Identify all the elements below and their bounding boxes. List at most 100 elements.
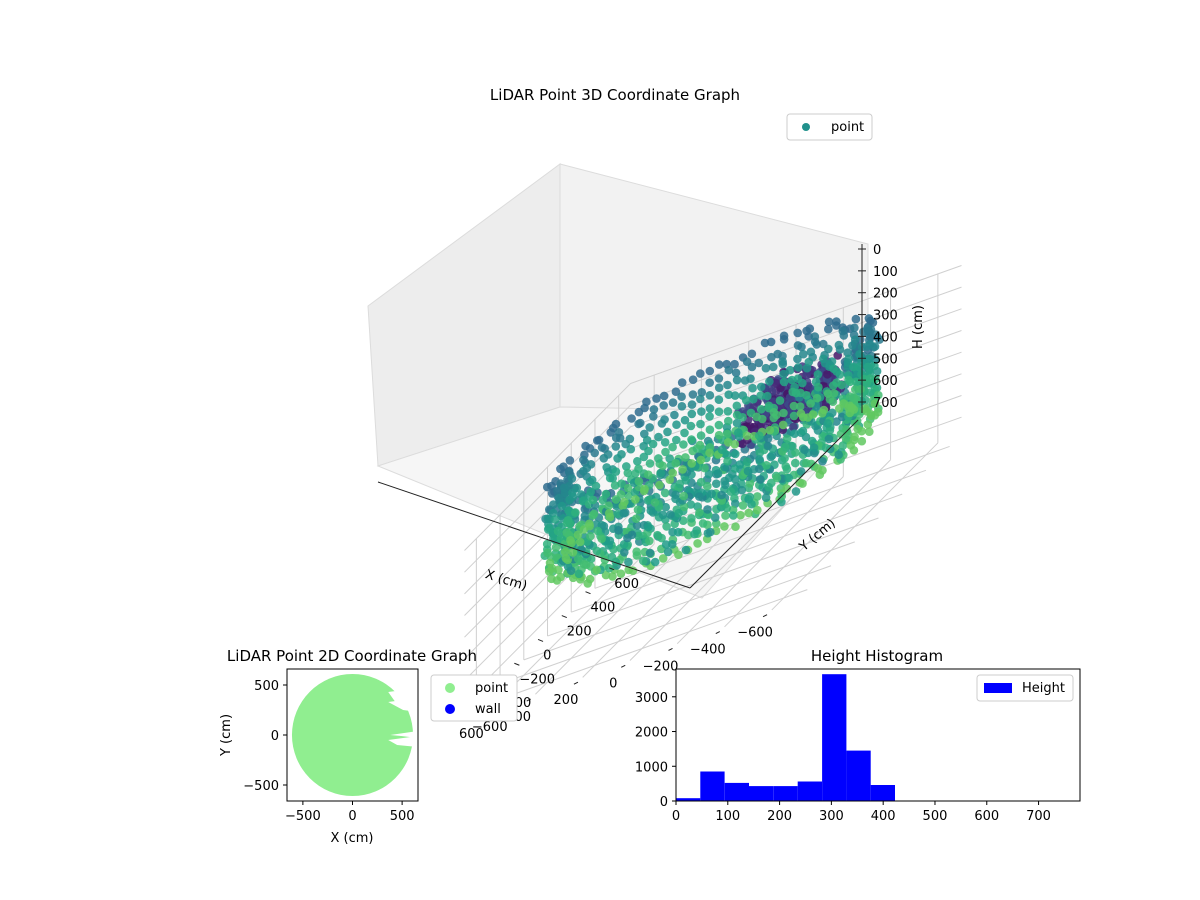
z-tick-3d: 300 xyxy=(873,309,898,324)
histogram-bar xyxy=(724,782,749,801)
point-3d xyxy=(634,477,644,486)
point-3d xyxy=(697,407,706,416)
legend-3d-frame xyxy=(786,113,873,141)
point-3d xyxy=(730,439,740,449)
point-3d xyxy=(597,443,607,452)
y-tick-3d: 600 xyxy=(614,577,639,592)
point-3d xyxy=(747,349,757,359)
point-3d xyxy=(731,522,740,531)
point-3d xyxy=(612,501,621,511)
point-3d xyxy=(802,326,811,336)
point-3d xyxy=(720,522,729,531)
point-3d xyxy=(755,455,764,464)
point-3d xyxy=(668,442,677,452)
point-3d xyxy=(668,468,677,478)
point-3d xyxy=(864,314,874,323)
point-3d xyxy=(633,457,642,466)
point-3d xyxy=(723,456,732,466)
point-3d xyxy=(724,416,733,426)
point-3d xyxy=(564,506,573,515)
point-3d xyxy=(661,502,670,512)
point-3d xyxy=(772,473,782,483)
point-3d xyxy=(560,547,570,557)
point-3d xyxy=(829,364,838,374)
point-3d xyxy=(551,543,561,552)
chart-histogram: Height Histogram 0 100 200 300 400 500 600 7000… xyxy=(635,647,1081,824)
point-3d xyxy=(791,487,801,496)
grid-3d xyxy=(464,265,962,712)
point-3d xyxy=(645,423,654,432)
point-3d xyxy=(620,548,629,557)
point-3d xyxy=(655,480,664,490)
point-3d xyxy=(657,533,666,543)
point-3d xyxy=(756,382,766,392)
point-3d xyxy=(705,378,714,388)
point-3d xyxy=(721,511,730,520)
point-3d xyxy=(823,419,833,428)
point-3d xyxy=(873,407,883,417)
point-3d xyxy=(713,469,723,478)
point-3d xyxy=(788,387,797,397)
histogram-title: Height Histogram xyxy=(811,647,943,665)
point-3d xyxy=(631,495,640,504)
point-3d xyxy=(764,482,773,492)
point-3d xyxy=(616,569,626,578)
point-3d xyxy=(659,401,668,410)
point-3d xyxy=(723,380,732,390)
point-3d xyxy=(806,347,816,357)
point-3d xyxy=(837,412,847,422)
point-3d xyxy=(643,522,653,532)
point-3d xyxy=(732,375,742,385)
point-3d xyxy=(563,515,573,525)
point-3d xyxy=(762,461,771,470)
point-3d xyxy=(793,328,802,338)
y-tick-histogram: 0 xyxy=(660,795,668,810)
point-3d xyxy=(779,408,788,418)
point-3d xyxy=(788,441,797,451)
point-3d xyxy=(604,501,613,511)
point-3d xyxy=(790,429,799,439)
point-3d xyxy=(865,427,874,437)
legend-histogram: Height xyxy=(976,674,1074,702)
point-3d xyxy=(742,457,752,467)
scan-gap xyxy=(388,698,418,712)
x-tick-histogram: 300 xyxy=(819,809,844,824)
chart-2d-title: LiDAR Point 2D Coordinate Graph xyxy=(227,647,477,665)
point-3d xyxy=(562,528,571,537)
point-3d xyxy=(633,505,643,515)
point-3d xyxy=(742,357,752,367)
x-tick-histogram: 0 xyxy=(672,809,680,824)
x-tick-2d: 500 xyxy=(390,809,415,824)
point-3d xyxy=(705,412,714,421)
point-3d xyxy=(543,548,552,558)
point-3d xyxy=(681,453,690,462)
point-3d xyxy=(754,464,764,474)
point-3d xyxy=(732,418,742,428)
point-3d xyxy=(661,447,670,457)
point-3d xyxy=(703,481,712,491)
point-3d xyxy=(680,428,689,438)
point-3d xyxy=(650,557,660,567)
point-3d xyxy=(548,508,558,518)
point-3d xyxy=(666,510,675,519)
point-3d xyxy=(551,515,560,524)
point-3d xyxy=(703,505,712,514)
point-3d xyxy=(571,508,580,517)
point-3d xyxy=(812,393,822,403)
point-3d xyxy=(658,510,668,520)
point-3d xyxy=(695,440,705,450)
point-3d xyxy=(855,350,864,359)
point-3d xyxy=(668,540,677,549)
ticks-histogram: 0 100 200 300 400 500 600 700 0 1000 2000 3000 xyxy=(635,691,1051,824)
point-3d xyxy=(714,383,724,393)
point-3d xyxy=(663,427,672,437)
point-3d xyxy=(832,417,841,426)
point-3d xyxy=(575,537,585,547)
point-3d xyxy=(665,475,675,485)
point-3d xyxy=(825,426,835,435)
point-3d xyxy=(800,445,809,455)
point-3d xyxy=(779,331,789,341)
point-3d xyxy=(845,392,855,401)
point-3d xyxy=(859,327,868,337)
point-3d xyxy=(614,526,623,535)
